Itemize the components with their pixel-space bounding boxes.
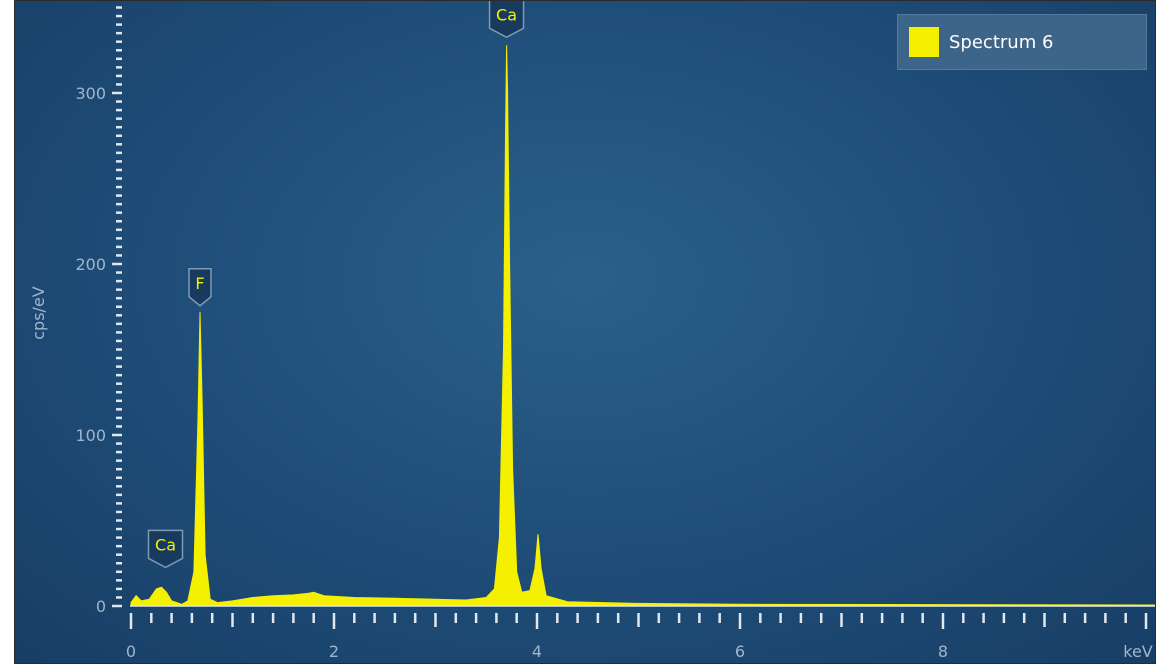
- legend-swatch: [909, 27, 939, 57]
- x-tick-label: 8: [938, 642, 948, 661]
- legend-label: Spectrum 6: [949, 31, 1054, 53]
- peak-label-f: F: [188, 268, 212, 307]
- y-tick-label: 300: [75, 84, 106, 103]
- peak-label-text: Ca: [155, 535, 176, 554]
- y-tick-label: 0: [96, 597, 106, 616]
- chart-frame: 0 100 200 300 0 2 4 6 8 Ca F Ca cps/eV keV Spectru…: [14, 0, 1156, 664]
- x-tick-label: 2: [329, 642, 339, 661]
- peak-label-ca: Ca: [147, 529, 184, 569]
- spectrum-area-layer: [130, 45, 1155, 607]
- peak-annotations: Ca F Ca: [147, 1, 525, 569]
- x-tick-label: 0: [126, 642, 136, 661]
- x-tick-label: 6: [735, 642, 745, 661]
- peak-callout-box: [488, 1, 525, 39]
- y-axis-label: cps/eV: [29, 286, 48, 340]
- spectrum-area: [130, 45, 1155, 607]
- peak-callout-box: [188, 268, 212, 307]
- peak-label-text: Ca: [496, 5, 517, 24]
- peak-callout-box: [147, 529, 184, 569]
- y-tick-label: 200: [75, 255, 106, 274]
- y-tick-label: 100: [75, 426, 106, 445]
- peak-label-ca: Ca: [488, 1, 525, 39]
- axes: 0 100 200 300 0 2 4 6 8: [75, 6, 1155, 661]
- x-tick-label: 4: [532, 642, 542, 661]
- legend: Spectrum 6: [897, 14, 1147, 70]
- x-axis-label: keV: [1123, 642, 1153, 661]
- peak-label-text: F: [195, 274, 204, 293]
- spectrum-chart: 0 100 200 300 0 2 4 6 8 Ca F Ca cps/eV keV: [29, 1, 1155, 661]
